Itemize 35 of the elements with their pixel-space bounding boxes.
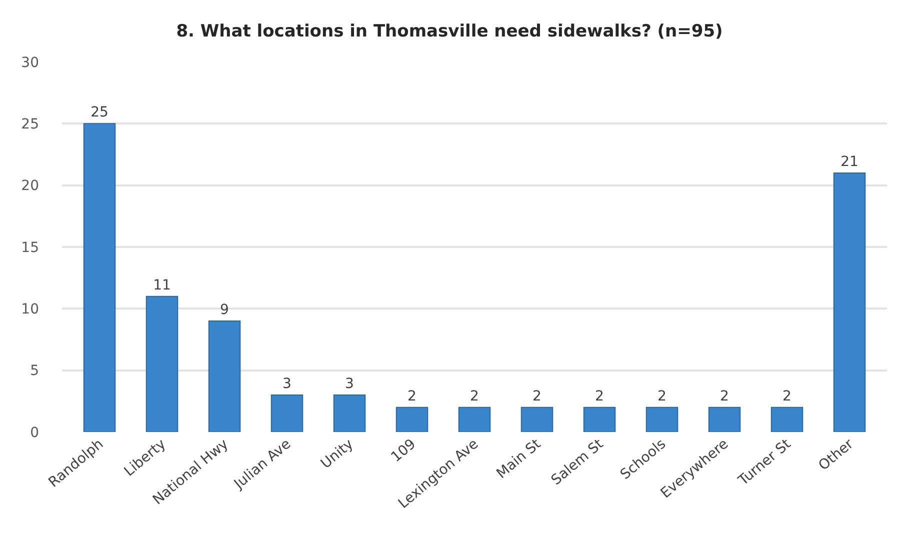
bar [583, 406, 616, 432]
bar [208, 320, 241, 432]
data-label: 3 [282, 376, 292, 392]
data-label: 25 [90, 104, 108, 121]
chart-title: 8. What locations in Thomasville need sidewalks? (n=95) [176, 22, 723, 42]
y-tick-label: 20 [21, 178, 39, 194]
y-tick-label: 25 [21, 116, 39, 133]
bar [520, 406, 554, 432]
bar [646, 406, 678, 432]
y-tick-label: 0 [30, 424, 39, 441]
data-label: 2 [470, 388, 479, 404]
data-label: 3 [345, 376, 354, 392]
data-label: 2 [720, 388, 729, 404]
bar [833, 172, 866, 432]
bar [146, 296, 178, 432]
bar [458, 406, 491, 432]
data-label: 2 [408, 388, 416, 404]
bar [770, 406, 804, 432]
y-tick-label: 30 [21, 54, 39, 71]
bar [83, 123, 116, 432]
bar [708, 406, 741, 432]
data-label: 2 [532, 388, 542, 404]
x-tick-label: 109 [388, 436, 420, 466]
y-tick-label: 15 [21, 240, 39, 256]
bar [396, 406, 428, 432]
bar [333, 394, 366, 432]
data-label: 9 [220, 302, 229, 318]
y-tick-label: 5 [30, 363, 39, 380]
bar [270, 394, 304, 432]
data-label: 21 [840, 154, 858, 170]
data-label: 2 [658, 388, 666, 404]
data-label: 2 [595, 388, 604, 404]
y-tick-label: 10 [21, 302, 39, 318]
data-label: 2 [782, 388, 792, 404]
data-label: 11 [153, 277, 171, 294]
